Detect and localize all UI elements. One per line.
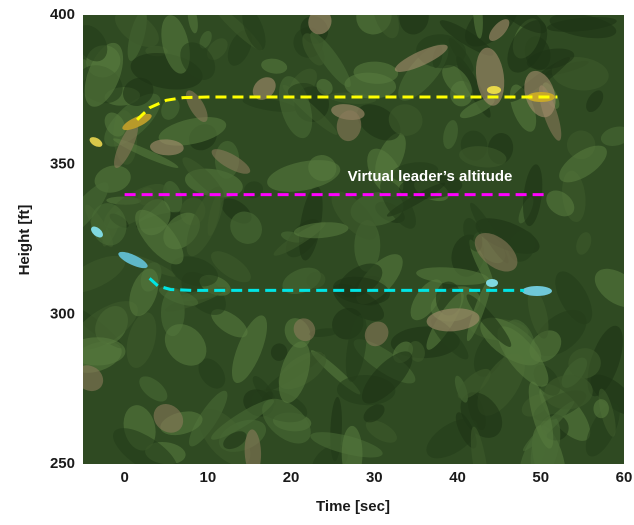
x-tick-label: 20 <box>283 469 300 486</box>
x-tick-label: 40 <box>449 469 466 486</box>
x-tick-label: 30 <box>366 469 383 486</box>
x-tick-label: 10 <box>200 469 217 486</box>
x-tick-label: 60 <box>616 469 633 486</box>
y-tick-label: 300 <box>50 305 75 322</box>
chart: Time [sec] Height [ft] 250 300 350 400 0 10 20… <box>0 0 634 525</box>
y-tick-label: 400 <box>50 6 75 23</box>
y-tick-label: 250 <box>50 455 75 472</box>
x-axis-label: Time [sec] <box>316 498 390 515</box>
x-tick-label: 50 <box>532 469 549 486</box>
y-axis-label: Height [ft] <box>16 205 33 276</box>
x-tick-label: 0 <box>120 469 128 486</box>
annotation: Virtual leader’s altitude <box>348 168 513 185</box>
y-tick-label: 350 <box>50 156 75 173</box>
